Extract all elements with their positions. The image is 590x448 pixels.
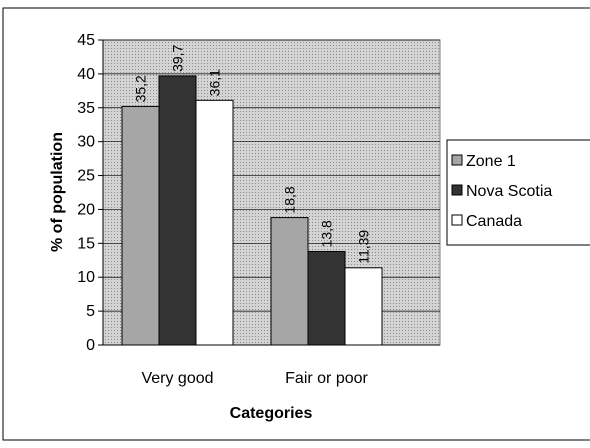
- y-tick-label: 40: [77, 66, 95, 83]
- y-tick-label: 25: [77, 168, 95, 185]
- y-tick-label: 10: [77, 269, 95, 286]
- x-axis-label: Categories: [230, 405, 313, 422]
- bar: [270, 217, 309, 346]
- value-label: 11,39: [356, 230, 372, 264]
- value-label: 35,2: [133, 75, 149, 102]
- y-tick-label: 15: [77, 235, 95, 252]
- bar: [344, 267, 383, 346]
- value-label: 13,8: [319, 220, 335, 247]
- legend-label: Zone 1: [466, 153, 516, 170]
- value-label: 36,1: [207, 69, 223, 96]
- legend-label: Nova Scotia: [466, 183, 552, 200]
- bar: [307, 250, 346, 346]
- legend-label: Canada: [466, 213, 522, 230]
- legend-box: [446, 139, 590, 246]
- x-tick-label: Fair or poor: [285, 370, 368, 387]
- y-tick-label: 5: [86, 303, 95, 320]
- value-label: 39,7: [170, 44, 186, 71]
- y-tick-label: 35: [77, 100, 95, 117]
- bar: [195, 99, 234, 346]
- legend-swatch: [451, 214, 463, 226]
- y-tick-label: 0: [86, 337, 95, 354]
- x-tick-label: Very good: [141, 370, 213, 387]
- value-label: 18,8: [282, 186, 298, 213]
- y-tick-label: 45: [77, 32, 95, 49]
- y-tick-label: 20: [77, 201, 95, 218]
- legend-swatch: [451, 184, 463, 196]
- y-axis-label: % of population: [49, 132, 66, 252]
- legend-swatch: [451, 154, 463, 166]
- y-tick-label: 30: [77, 134, 95, 151]
- bar: [121, 105, 160, 346]
- bar: [158, 75, 197, 346]
